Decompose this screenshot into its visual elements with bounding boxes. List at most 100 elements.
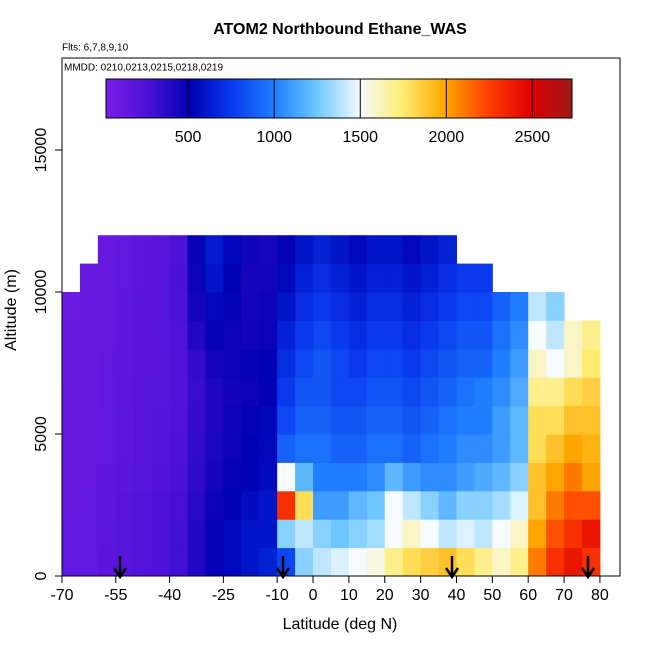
heat-cell	[474, 462, 493, 492]
heat-cell	[420, 490, 440, 520]
heat-cell	[205, 263, 224, 293]
heat-cell	[438, 519, 457, 549]
heat-cell	[223, 434, 242, 463]
heat-cell	[169, 377, 189, 407]
heat-cell	[97, 405, 117, 435]
heat-cell	[384, 235, 404, 265]
heat-cell	[187, 348, 206, 378]
heat-cell	[115, 263, 135, 293]
heat-cell	[62, 519, 81, 549]
heat-cell	[420, 405, 440, 435]
heat-cell	[313, 292, 332, 321]
x-tick-label: -70	[50, 587, 73, 604]
x-axis-label: Latitude (deg N)	[283, 616, 398, 633]
heat-cell	[151, 263, 171, 293]
heat-cell	[366, 348, 386, 378]
heat-cell	[115, 292, 135, 321]
heat-cell	[115, 547, 135, 577]
heat-cell	[402, 292, 422, 321]
heat-cell	[169, 490, 189, 520]
heat-cell	[456, 377, 475, 407]
arrow	[112, 556, 128, 580]
heat-cell	[259, 235, 278, 265]
heat-cell	[79, 462, 99, 492]
heat-cell	[348, 547, 368, 577]
heat-cell	[259, 320, 278, 350]
heat-cell	[223, 547, 242, 577]
heat-cell	[97, 292, 117, 321]
heat-cell	[151, 519, 171, 549]
heat-cell	[295, 348, 314, 378]
heat-cell	[581, 405, 601, 435]
heat-cell	[133, 320, 153, 350]
heat-cell	[97, 348, 117, 378]
heat-cell	[348, 348, 368, 378]
heat-cell	[241, 235, 260, 265]
heat-cell	[151, 434, 171, 463]
heat-cell	[62, 462, 81, 492]
heat-cell	[420, 235, 440, 265]
heat-cell	[474, 434, 493, 463]
heat-cell	[384, 434, 404, 463]
x-tick-label: 0	[309, 587, 318, 604]
heat-cell	[151, 320, 171, 350]
heat-cell	[169, 348, 189, 378]
heat-cell	[456, 462, 475, 492]
heat-cell	[169, 235, 189, 265]
heat-cell	[330, 490, 350, 520]
heat-cell	[366, 434, 386, 463]
heat-cell	[528, 377, 547, 407]
heat-cell	[79, 490, 99, 520]
heat-cell	[456, 547, 475, 577]
heat-cell	[492, 320, 511, 350]
heat-cell	[295, 320, 314, 350]
heat-cell	[133, 462, 153, 492]
heat-cell	[169, 462, 189, 492]
heat-cell	[241, 519, 260, 549]
heat-cell	[528, 519, 547, 549]
heat-cell	[474, 292, 493, 321]
heat-cell	[187, 547, 206, 577]
heat-cell	[223, 462, 242, 492]
heat-cell	[528, 292, 547, 321]
heat-cell	[223, 320, 242, 350]
heat-cell	[402, 377, 422, 407]
heat-cell	[241, 377, 260, 407]
heat-cell	[241, 292, 260, 321]
heat-cell	[474, 348, 493, 378]
heat-cell	[420, 292, 440, 321]
heat-cell	[492, 462, 511, 492]
heat-cell	[223, 405, 242, 435]
heat-cell	[223, 235, 242, 265]
heat-cell	[546, 547, 565, 577]
heat-cell	[384, 292, 404, 321]
heat-cell	[438, 263, 457, 293]
heat-cell	[564, 490, 583, 520]
heat-cell	[115, 320, 135, 350]
heat-cell	[546, 490, 565, 520]
heat-cell	[97, 377, 117, 407]
heat-cell	[79, 263, 99, 293]
colorbar-tick-label: 1000	[256, 129, 292, 146]
heat-cell	[187, 320, 206, 350]
heat-cell	[348, 434, 368, 463]
heat-cell	[313, 490, 332, 520]
heat-cell	[277, 434, 296, 463]
heat-cell	[115, 235, 135, 265]
heat-cell	[492, 377, 511, 407]
heat-cell	[384, 490, 404, 520]
heat-cell	[97, 462, 117, 492]
heat-cell	[133, 405, 153, 435]
heat-cell	[169, 405, 189, 435]
heat-cell	[564, 377, 583, 407]
heat-cell	[133, 348, 153, 378]
heat-cell	[187, 377, 206, 407]
heat-cell	[402, 490, 422, 520]
heat-cell	[115, 348, 135, 378]
heat-cell	[277, 292, 296, 321]
heat-cell	[384, 377, 404, 407]
heat-cell	[366, 490, 386, 520]
heat-cell	[205, 547, 224, 577]
heat-cell	[169, 263, 189, 293]
